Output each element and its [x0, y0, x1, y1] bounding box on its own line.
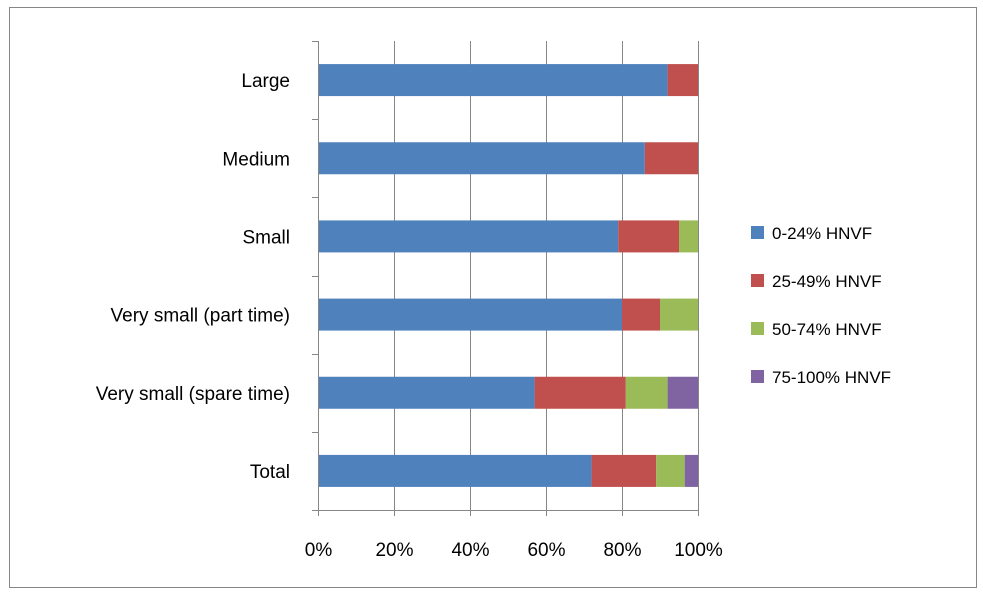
- bar-segment: [318, 298, 622, 331]
- axis-labels: 0% 20% 40% 60% 80% 100% Large Medium Small Very s…: [96, 71, 723, 561]
- axes: [312, 41, 699, 516]
- bar-segment: [679, 220, 698, 253]
- legend-swatch: [751, 274, 764, 287]
- bar-segment: [644, 142, 698, 175]
- bar-segment: [534, 376, 626, 409]
- bar-segment: [625, 376, 668, 409]
- bar-segment: [318, 454, 592, 487]
- bar-segment: [622, 298, 660, 331]
- category-label: Small: [242, 227, 290, 248]
- x-tick-label: 80%: [603, 540, 641, 561]
- legend-label: 0-24% HNVF: [772, 224, 872, 243]
- gridlines: [394, 41, 699, 510]
- bar-segment: [591, 454, 657, 487]
- bar-segment: [656, 454, 685, 487]
- legend-swatch: [751, 370, 764, 383]
- bar-segment: [318, 142, 645, 175]
- legend-swatch: [751, 322, 764, 335]
- legend-label: 75-100% HNVF: [772, 368, 891, 387]
- category-label: Medium: [222, 149, 290, 170]
- x-tick-label: 60%: [527, 540, 565, 561]
- bars: [318, 64, 698, 487]
- x-tick-label: 100%: [674, 540, 723, 561]
- bar-segment: [618, 220, 679, 253]
- bar-segment: [684, 454, 698, 487]
- x-tick-label: 20%: [375, 540, 413, 561]
- bar-segment: [667, 376, 698, 409]
- category-label: Very small (part time): [111, 306, 290, 327]
- bar-segment: [660, 298, 698, 331]
- legend-swatch: [751, 226, 764, 239]
- category-label: Total: [250, 462, 290, 483]
- x-tick-label: 0%: [305, 540, 333, 561]
- chart-frame: [9, 7, 977, 588]
- category-label: Very small (spare time): [96, 384, 290, 405]
- bar-segment: [318, 376, 535, 409]
- legend-label: 50-74% HNVF: [772, 320, 882, 339]
- x-tick-label: 40%: [451, 540, 489, 561]
- bar-segment: [667, 64, 698, 97]
- bar-segment: [318, 64, 668, 97]
- legend: 0-24% HNVF 25-49% HNVF 50-74% HNVF 75-100% …: [751, 224, 891, 387]
- category-label: Large: [241, 71, 290, 92]
- bar-segment: [318, 220, 619, 253]
- legend-label: 25-49% HNVF: [772, 272, 882, 291]
